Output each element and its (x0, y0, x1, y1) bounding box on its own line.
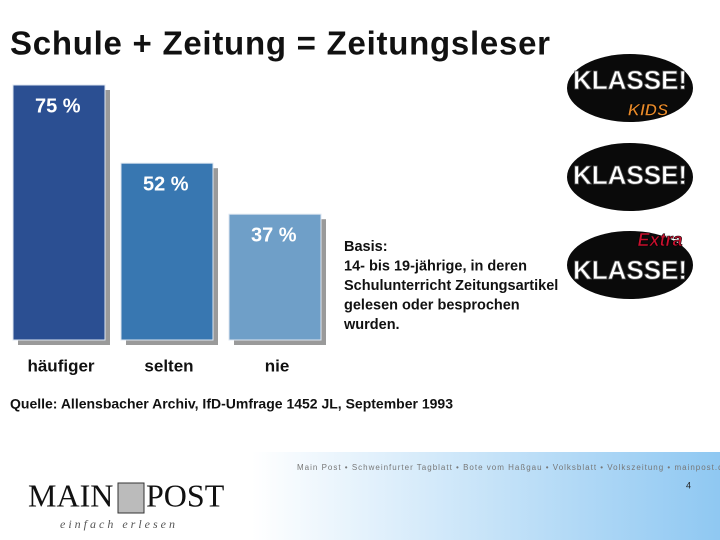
chart-title: Schule + Zeitung = Zeitungsleser (10, 25, 550, 62)
note-line: gelesen oder besprochen (344, 297, 520, 313)
x-tick-label: häufiger (27, 356, 94, 375)
logo-tag: Extra (637, 230, 682, 250)
brand-right: POST (146, 477, 225, 513)
brand-crest (117, 482, 145, 514)
bar (12, 84, 106, 341)
source: Quelle: Allensbacher Archiv, IfD-Umfrage… (10, 396, 453, 412)
note-line: Basis: (344, 239, 388, 255)
brand-left: MAIN (28, 477, 113, 513)
x-tick-label: nie (265, 356, 290, 375)
note-line: wurden. (343, 317, 400, 333)
note-line: Schulunterricht Zeitungsartikel (344, 278, 558, 294)
logo-ellipse (567, 54, 693, 122)
logo-ellipse (567, 143, 693, 211)
note-line: 14- bis 19-jährige, in deren (344, 258, 527, 274)
footer-papers: Main Post • Schweinfurter Tagblatt • Bot… (297, 463, 720, 472)
page-number: 4 (686, 480, 691, 490)
slogan: einfach erlesen (60, 517, 178, 531)
value-label: 37 % (251, 224, 297, 246)
logos: KLASSE! KIDS KLASSE! KLASSE! Extra (567, 54, 693, 299)
bar (120, 162, 214, 341)
logo-label: KLASSE! (573, 255, 687, 285)
logo-ellipse (567, 231, 693, 299)
logo-tag: KIDS (628, 100, 669, 119)
logo-label: KLASSE! (573, 65, 687, 95)
logo-label: KLASSE! (573, 160, 687, 190)
value-label: 52 % (143, 173, 189, 195)
x-tick-label: selten (144, 356, 193, 375)
bar (228, 213, 322, 341)
value-label: 75 % (35, 95, 81, 117)
